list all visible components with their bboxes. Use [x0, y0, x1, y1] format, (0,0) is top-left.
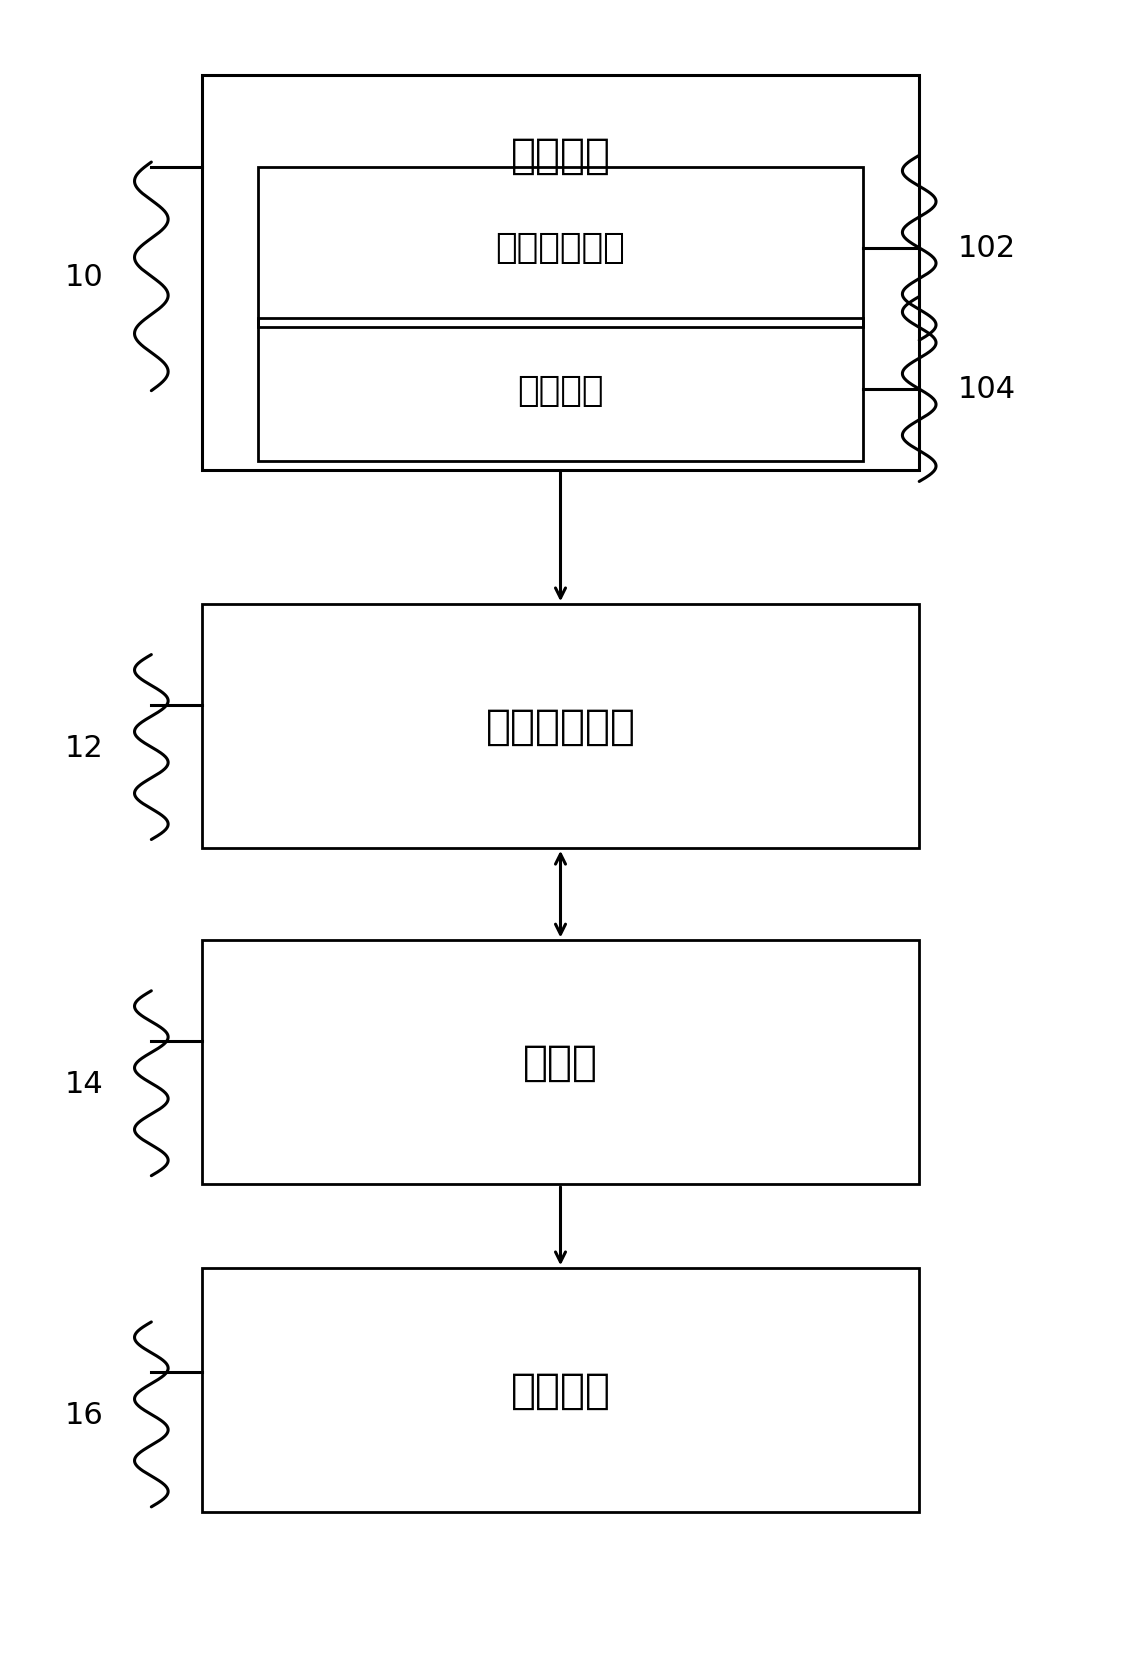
Bar [202, 941, 919, 1184]
Text: 控制器: 控制器 [524, 1042, 597, 1084]
Text: 14: 14 [65, 1068, 103, 1099]
Text: 感测模块: 感测模块 [510, 134, 611, 176]
Text: 16: 16 [65, 1399, 103, 1430]
Text: 102: 102 [957, 234, 1016, 264]
Bar [202, 76, 919, 470]
Text: 测距装置: 测距装置 [517, 373, 604, 408]
Bar [202, 1268, 919, 1512]
Text: 影像撷取装置: 影像撷取装置 [495, 230, 626, 265]
Text: 投影装置: 投影装置 [510, 1369, 611, 1411]
Text: 信息处理模块: 信息处理模块 [485, 706, 636, 748]
Text: 104: 104 [957, 375, 1016, 405]
Bar [258, 168, 863, 328]
Text: 10: 10 [65, 262, 103, 292]
Text: 12: 12 [65, 732, 103, 763]
Bar [202, 605, 919, 848]
Bar [258, 319, 863, 462]
